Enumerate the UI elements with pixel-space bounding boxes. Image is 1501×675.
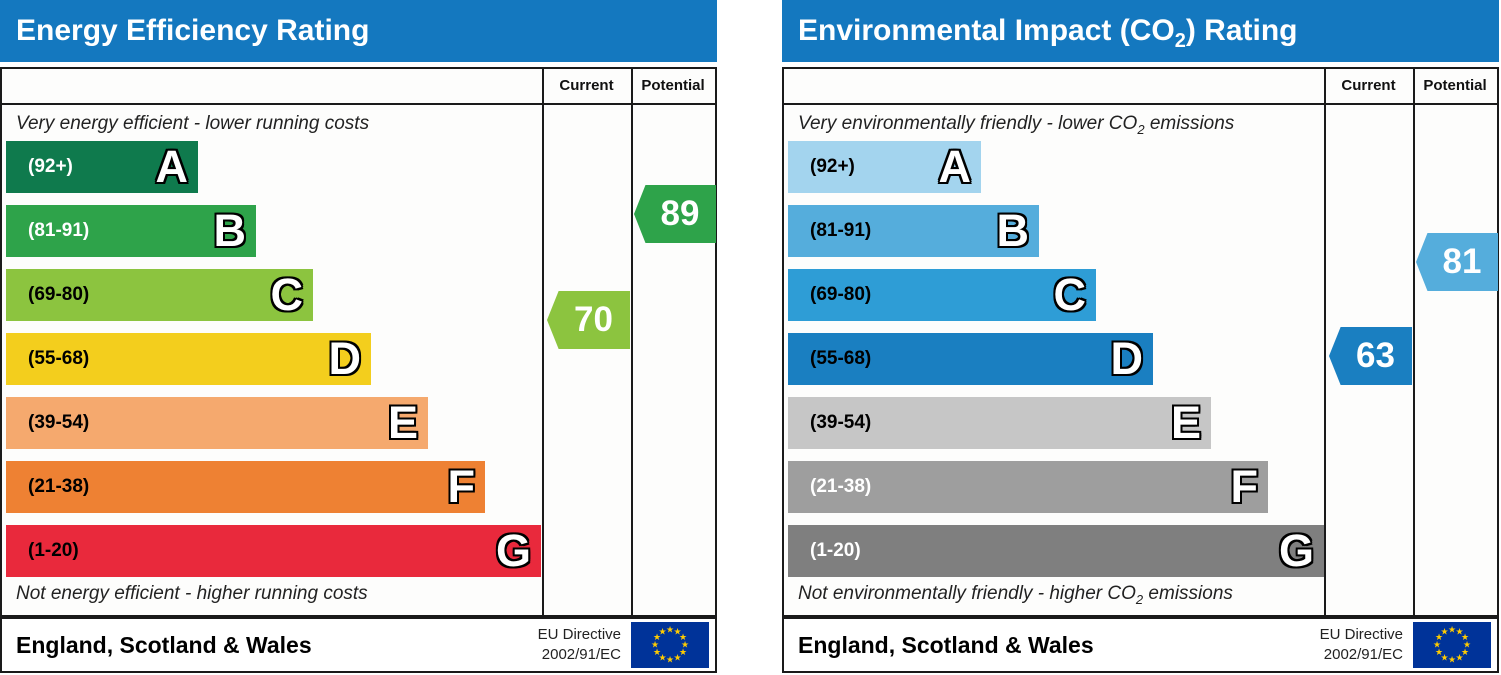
band-row-g: (1-20) G xyxy=(788,525,1324,577)
band-row-e: (39-54) E xyxy=(788,397,1211,449)
band-letter: E xyxy=(387,397,418,448)
band-row-a: (92+) A xyxy=(788,141,981,193)
band-row-c: (69-80) C xyxy=(6,269,313,321)
band-letter: E xyxy=(1170,397,1201,448)
potential-rating-value: 89 xyxy=(660,194,700,233)
band-letter: G xyxy=(495,525,531,576)
current-column-header: Current xyxy=(1341,77,1396,94)
caption-top: Very energy efficient - lower running co… xyxy=(16,113,370,134)
band-letter: F xyxy=(447,461,476,512)
energy-efficiency-panel: Energy Efficiency Rating Current Potenti… xyxy=(0,0,717,675)
rating-bands: (92+) A (81-91) B (69-80) C (55-68) D (39-54… xyxy=(6,141,541,589)
page-title: Environmental Impact (CO2) Rating xyxy=(782,0,1499,62)
rating-table: Current Potential Very energy efficient … xyxy=(0,67,717,617)
potential-rating-value: 81 xyxy=(1442,242,1482,281)
caption-bottom: Not energy efficient - higher running co… xyxy=(16,583,368,605)
footer-region-label: England, Scotland & Wales xyxy=(798,632,1094,658)
footer: England, Scotland & Wales EU Directive 20… xyxy=(0,617,717,673)
caption-top: Very environmentally friendly - lower CO… xyxy=(798,113,1235,137)
column-divider xyxy=(1324,69,1326,615)
band-range: (39-54) xyxy=(28,412,90,433)
band-range: (1-20) xyxy=(810,540,861,561)
band-row-b: (81-91) B xyxy=(788,205,1039,257)
column-divider xyxy=(1413,69,1415,615)
band-range: (69-80) xyxy=(810,284,872,305)
band-letter: G xyxy=(1278,525,1314,576)
band-row-f: (21-38) F xyxy=(788,461,1268,513)
column-divider xyxy=(542,69,544,615)
footer-region-label: England, Scotland & Wales xyxy=(16,632,312,658)
column-divider xyxy=(631,69,633,615)
environmental-impact-panel: Environmental Impact (CO2) Rating Curren… xyxy=(782,0,1499,675)
band-range: (39-54) xyxy=(810,412,872,433)
current-rating-value: 63 xyxy=(1356,336,1395,375)
band-row-f: (21-38) F xyxy=(6,461,485,513)
band-range: (55-68) xyxy=(28,348,90,369)
title-text: Environmental Impact (CO xyxy=(798,14,1175,47)
band-range: (1-20) xyxy=(28,540,79,561)
band-row-e: (39-54) E xyxy=(6,397,428,449)
title-text: Energy Efficiency Rating xyxy=(16,14,370,47)
header-divider xyxy=(784,103,1497,105)
rating-table: Current Potential Very environmentally f… xyxy=(782,67,1499,617)
title-subscript: 2 xyxy=(1174,30,1186,52)
current-rating-arrow: 63 xyxy=(1329,327,1412,385)
band-range: (21-38) xyxy=(810,476,872,497)
current-rating-arrow: 70 xyxy=(547,291,630,349)
band-row-d: (55-68) D xyxy=(6,333,371,385)
potential-rating-arrow: 89 xyxy=(634,185,716,243)
band-range: (92+) xyxy=(28,156,73,177)
potential-column-header: Potential xyxy=(1423,77,1487,94)
band-range: (81-91) xyxy=(28,220,90,241)
band-range: (21-38) xyxy=(28,476,90,497)
band-row-c: (69-80) C xyxy=(788,269,1096,321)
band-letter: A xyxy=(938,141,972,192)
current-column-header: Current xyxy=(559,77,614,94)
band-range: (69-80) xyxy=(28,284,90,305)
eu-directive-label: EU Directive 2002/91/EC xyxy=(1319,626,1403,663)
band-row-g: (1-20) G xyxy=(6,525,541,577)
band-letter: C xyxy=(1053,269,1087,320)
current-rating-value: 70 xyxy=(574,300,613,339)
potential-column-header: Potential xyxy=(641,77,705,94)
band-letter: A xyxy=(155,141,189,192)
potential-rating-arrow: 81 xyxy=(1416,233,1498,291)
eu-flag-icon: ★ ★ ★ ★ ★ ★ ★ ★ ★ ★ ★ ★ xyxy=(1413,622,1491,668)
band-range: (92+) xyxy=(810,156,855,177)
band-letter: F xyxy=(1230,461,1259,512)
page-title: Energy Efficiency Rating xyxy=(0,0,717,62)
band-letter: D xyxy=(328,333,362,384)
header-divider xyxy=(2,103,715,105)
band-letter: B xyxy=(213,205,247,256)
band-letter: B xyxy=(996,205,1030,256)
band-row-b: (81-91) B xyxy=(6,205,256,257)
band-letter: D xyxy=(1110,333,1144,384)
footer: England, Scotland & Wales EU Directive 20… xyxy=(782,617,1499,673)
eu-flag-icon: ★ ★ ★ ★ ★ ★ ★ ★ ★ ★ ★ ★ xyxy=(631,622,709,668)
band-letter: C xyxy=(270,269,304,320)
caption-bottom: Not environmentally friendly - higher CO… xyxy=(798,583,1233,607)
band-row-d: (55-68) D xyxy=(788,333,1153,385)
band-range: (55-68) xyxy=(810,348,872,369)
band-range: (81-91) xyxy=(810,220,872,241)
eu-directive-label: EU Directive 2002/91/EC xyxy=(537,626,621,663)
title-text-post: ) Rating xyxy=(1185,14,1298,47)
rating-bands: (92+) A (81-91) B (69-80) C (55-68) D (39-54… xyxy=(788,141,1324,589)
band-row-a: (92+) A xyxy=(6,141,198,193)
